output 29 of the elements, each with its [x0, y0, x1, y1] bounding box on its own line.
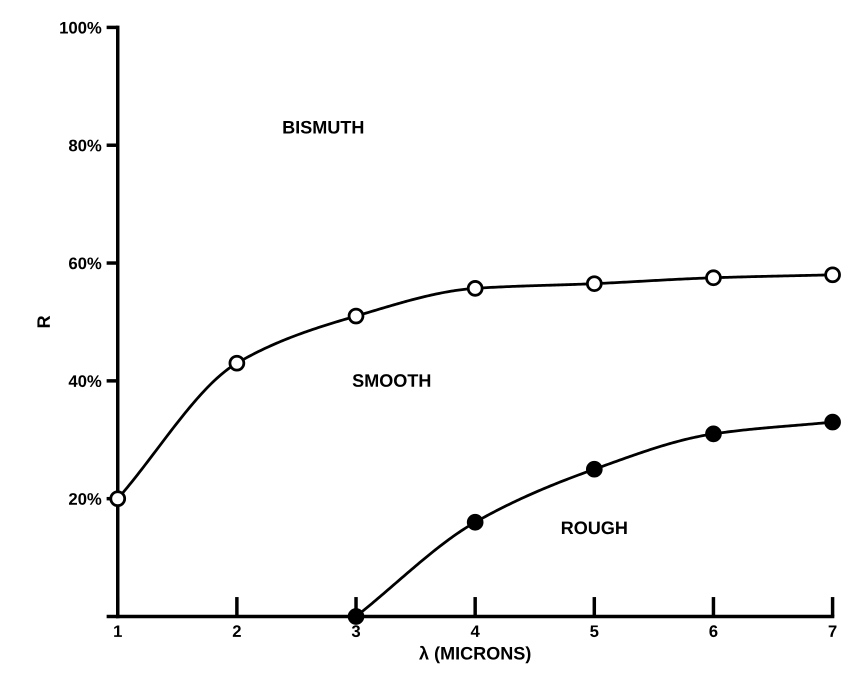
- point: [466, 514, 484, 531]
- y-axis-title: R: [37, 316, 50, 328]
- text: SMOOTH: [352, 374, 430, 387]
- annotation: BISMUTH: [283, 120, 364, 134]
- point: [466, 280, 484, 297]
- text: ROUGH: [562, 521, 627, 534]
- point: [586, 275, 603, 292]
- point: [705, 426, 722, 442]
- x-tick-label: 7: [828, 625, 836, 637]
- point: [109, 490, 126, 508]
- x-tick-label: 5: [590, 625, 598, 638]
- point: [228, 354, 246, 372]
- y-tick-label: 40%: [68, 375, 102, 388]
- x-tick-label: 2: [232, 625, 241, 637]
- point: [824, 266, 841, 284]
- y-tick-label: 80%: [68, 140, 102, 152]
- y-tick-label: 20%: [68, 493, 102, 505]
- point: [824, 414, 841, 430]
- point: [348, 308, 364, 324]
- x-tick-label: 1: [114, 625, 122, 637]
- point: [586, 460, 603, 478]
- x-tick-label: 6: [709, 625, 718, 638]
- point: [348, 608, 364, 625]
- x-axis-title: λ (MICRONS): [419, 646, 530, 664]
- y-tick-label: 100%: [60, 22, 102, 34]
- x-tick-label: 4: [470, 625, 480, 637]
- point: [705, 269, 722, 286]
- y-tick-label: 60%: [69, 257, 102, 270]
- x-tick-label: 3: [352, 625, 360, 638]
